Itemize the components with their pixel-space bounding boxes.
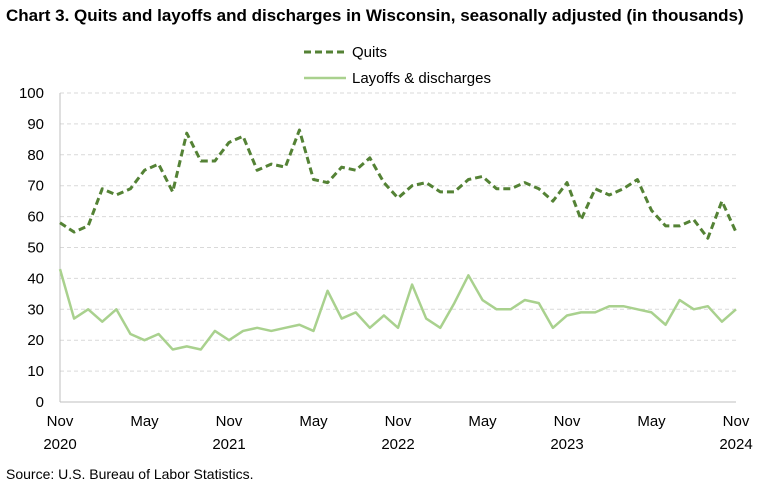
series-line-quits <box>59 128 738 240</box>
x-tick-label-month: Nov <box>723 413 750 430</box>
x-tick-label-month: Nov <box>216 413 243 430</box>
y-tick-label: 60 <box>27 209 44 226</box>
x-tick-label-month: Nov <box>385 413 412 430</box>
x-tick-label-month: May <box>637 413 666 430</box>
y-tick-label: 40 <box>27 270 44 287</box>
x-tick-label-month: May <box>468 413 497 430</box>
chart-title: Chart 3. Quits and layoffs and discharge… <box>6 6 744 25</box>
x-tick-label-month: Nov <box>554 413 581 430</box>
y-tick-label: 10 <box>27 363 44 380</box>
x-tick-label-year: 2023 <box>550 436 583 453</box>
y-tick-label: 90 <box>27 116 44 133</box>
legend-label-quits: Quits <box>352 44 387 61</box>
y-tick-label: 50 <box>27 240 44 257</box>
x-tick-label-year: 2020 <box>43 436 76 453</box>
x-tick-label-month: May <box>299 413 328 430</box>
x-tick-label-year: 2024 <box>719 436 752 453</box>
series-line-layoffs-discharges <box>58 268 737 351</box>
legend-label-layoffs-discharges: Layoffs & discharges <box>352 70 491 87</box>
x-tick-label-year: 2021 <box>212 436 245 453</box>
x-tick-label-month: May <box>130 413 159 430</box>
y-tick-label: 0 <box>36 394 44 411</box>
y-tick-label: 70 <box>27 178 44 195</box>
x-tick-label-year: 2022 <box>381 436 414 453</box>
chart-source: Source: U.S. Bureau of Labor Statistics. <box>6 466 254 482</box>
y-tick-label: 30 <box>27 301 44 318</box>
y-tick-label: 100 <box>19 85 44 102</box>
x-tick-label-month: Nov <box>47 413 74 430</box>
y-tick-label: 80 <box>27 147 44 164</box>
y-tick-label: 20 <box>27 332 44 349</box>
